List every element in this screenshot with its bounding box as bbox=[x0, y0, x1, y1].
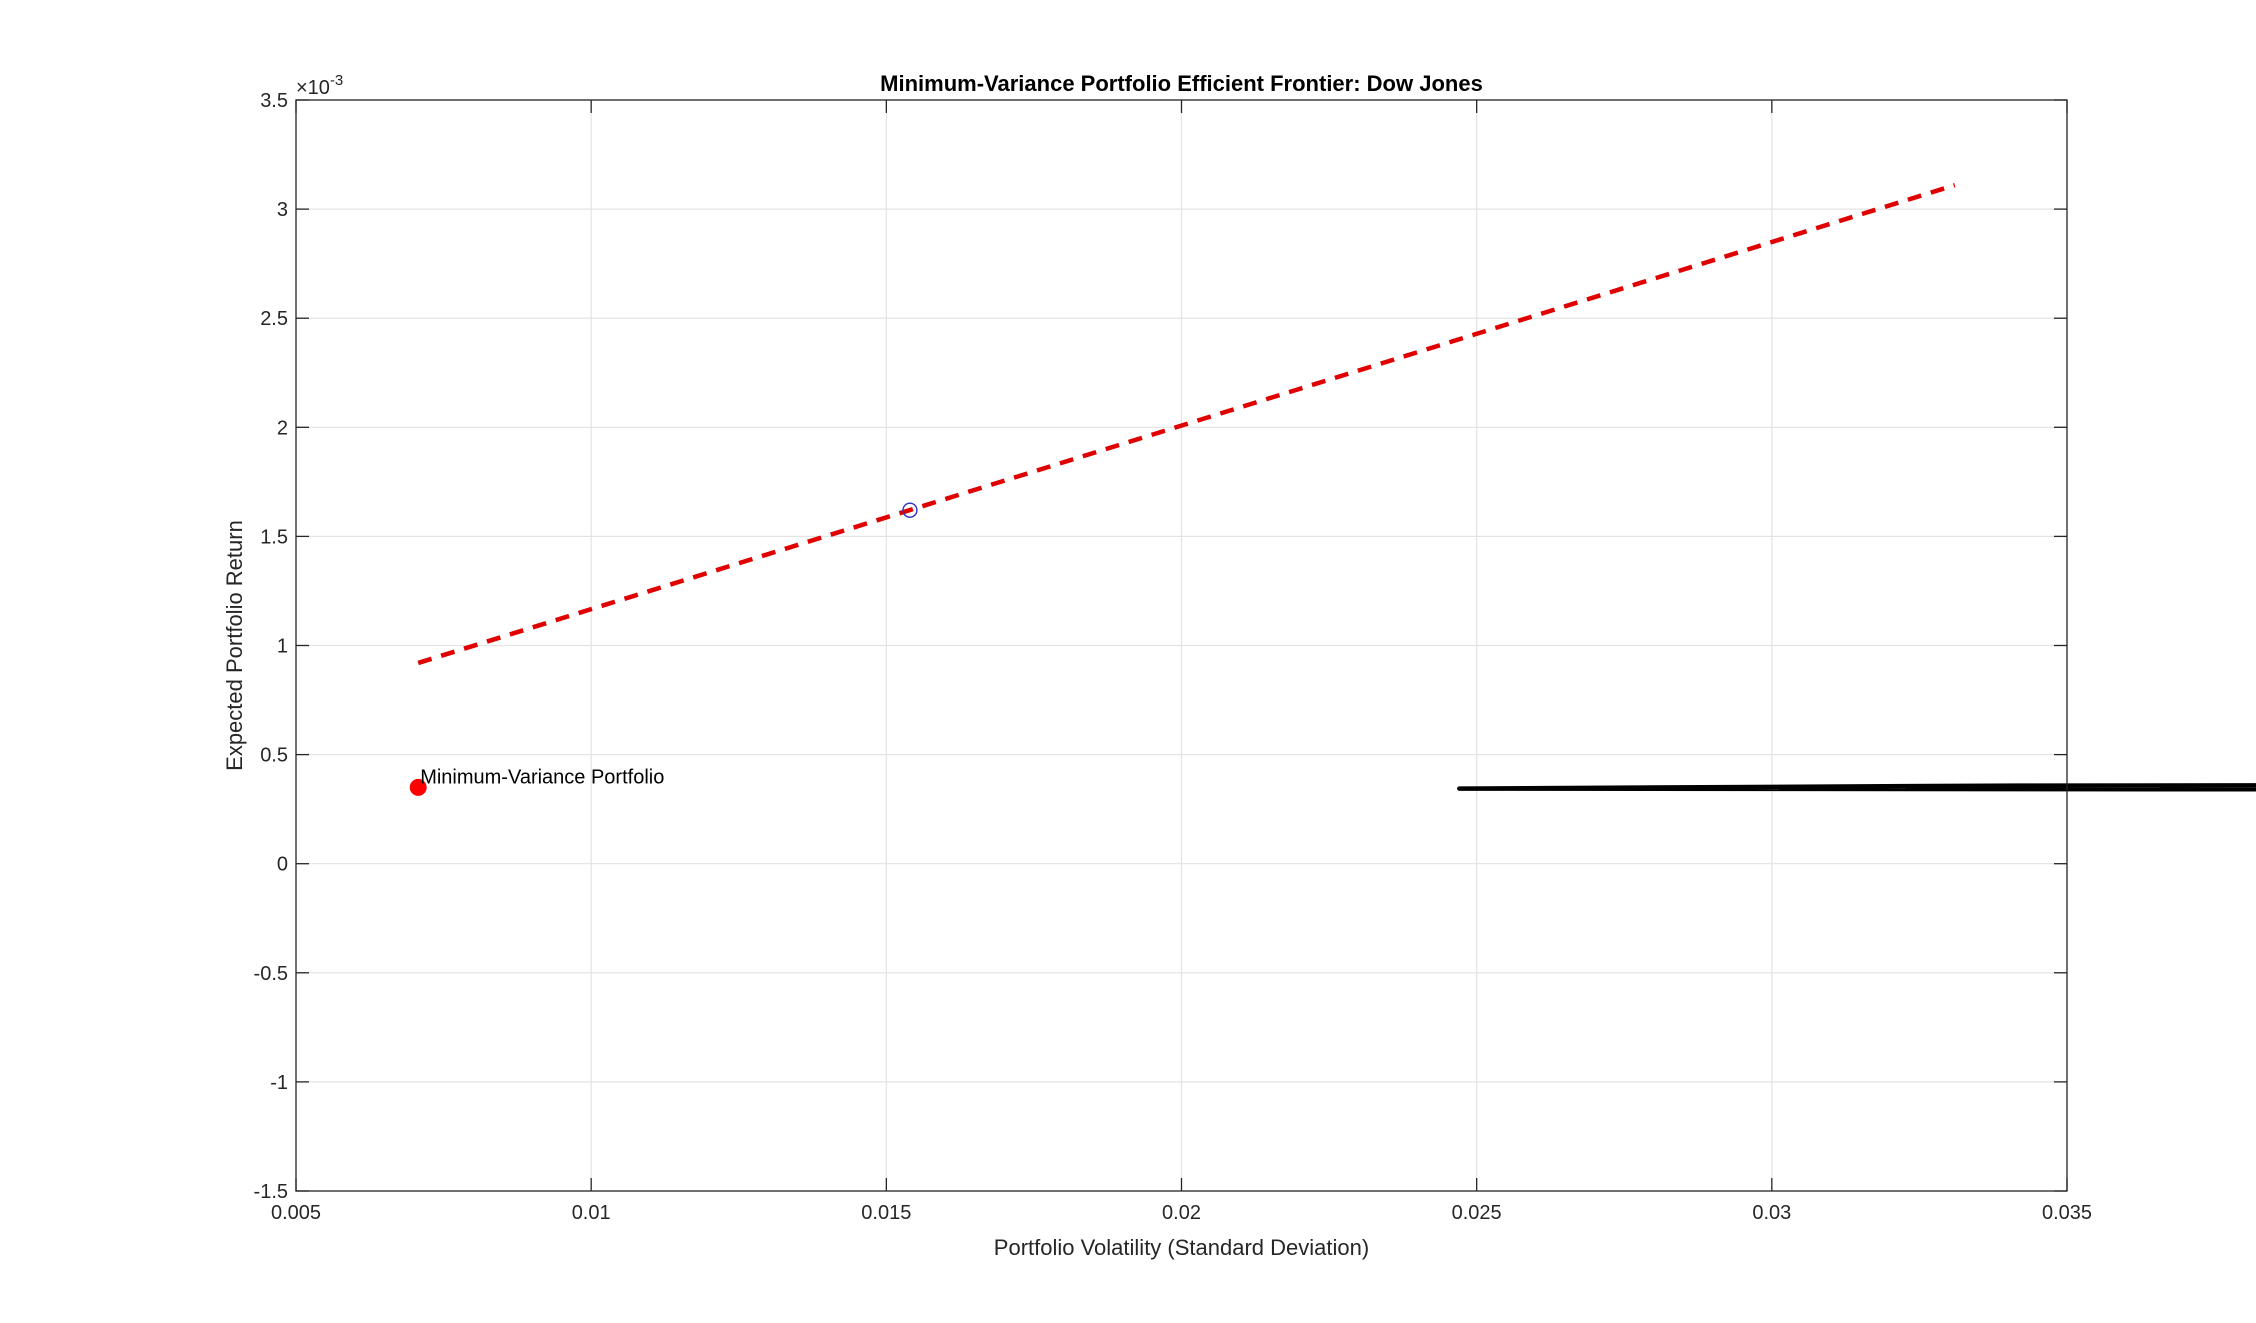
x-tick-label: 0.02 bbox=[1162, 1202, 1201, 1224]
x-tick-label: 0.005 bbox=[271, 1202, 321, 1224]
y-tick-label: 1.5 bbox=[260, 526, 288, 548]
series-layer bbox=[417, 182, 2256, 792]
x-tick-label: 0.035 bbox=[2042, 1202, 2092, 1224]
y-tick-label: 1 bbox=[277, 636, 288, 658]
x-tick-label: 0.025 bbox=[1452, 1202, 1502, 1224]
min-variance-marker bbox=[409, 778, 427, 796]
markers-layer bbox=[409, 502, 918, 796]
y-tick-labels: -1.5 -1 -0.5 0 0.5 1 1.5 2 2.5 3 3.5 bbox=[254, 90, 288, 1203]
x-tick-labels: 0.005 0.01 0.015 0.02 0.025 0.03 0.035 bbox=[271, 1202, 2092, 1224]
x-axis-label: Portfolio Volatility (Standard Deviation… bbox=[994, 1235, 1369, 1260]
chart-title: Minimum-Variance Portfolio Efficient Fro… bbox=[880, 71, 1483, 96]
x-tick-label: 0.015 bbox=[861, 1202, 911, 1224]
y-tick-label: 3 bbox=[277, 199, 288, 221]
y-tick-label: 0.5 bbox=[260, 745, 288, 767]
y-axis-label: Expected Portfolio Return bbox=[222, 520, 247, 771]
tangent-dashed-line bbox=[417, 182, 1956, 666]
y-tick-label: -0.5 bbox=[254, 963, 288, 985]
y-tick-label: -1.5 bbox=[254, 1181, 288, 1203]
y-tick-label: 3.5 bbox=[260, 90, 288, 112]
y-tick-label: 2 bbox=[277, 417, 288, 439]
tick-marks bbox=[295, 99, 2068, 1192]
x-tick-label: 0.01 bbox=[572, 1202, 611, 1224]
y-tick-label: 0 bbox=[277, 854, 288, 876]
y-exponent-label: ×10-3 bbox=[296, 72, 343, 99]
y-tick-label: -1 bbox=[270, 1072, 288, 1094]
min-variance-annotation: Minimum-Variance Portfolio bbox=[420, 766, 664, 788]
x-tick-label: 0.03 bbox=[1752, 1202, 1791, 1224]
annotations-layer: Minimum-Variance Portfolio bbox=[420, 766, 664, 788]
y-tick-label: 2.5 bbox=[260, 308, 288, 330]
tangency-marker bbox=[902, 502, 918, 518]
